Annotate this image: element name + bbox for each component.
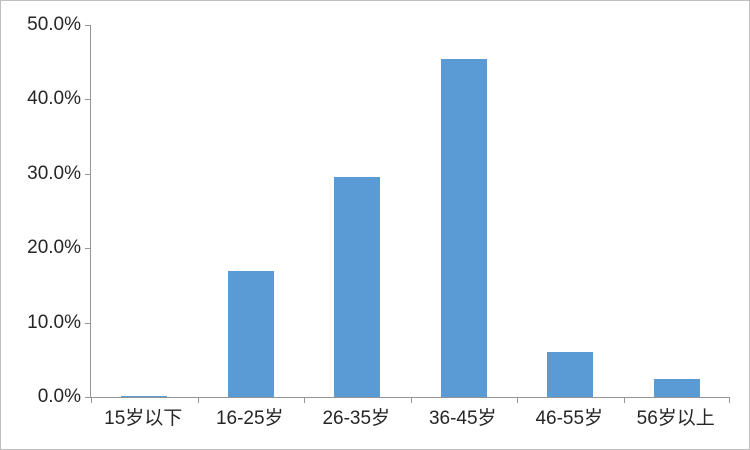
y-axis-tick [85, 397, 91, 398]
y-axis-label: 30.0% [27, 162, 81, 184]
x-axis-label: 26-35岁 [322, 408, 391, 429]
x-axis-tick [517, 397, 518, 403]
x-axis-label: 15岁以下 [104, 408, 183, 429]
x-axis-label: 16-25岁 [215, 408, 284, 429]
bar-15岁以下 [121, 395, 168, 397]
y-axis-label: 20.0% [27, 237, 81, 259]
x-axis-tick [729, 397, 730, 403]
y-axis-label: 40.0% [27, 88, 81, 110]
x-axis-label: 36-45岁 [428, 408, 497, 429]
bar-26-35岁 [334, 176, 381, 397]
y-axis-label: 0.0% [37, 386, 81, 407]
x-axis-label: 56岁以上 [636, 408, 715, 429]
y-axis-tick [85, 99, 91, 101]
x-axis-tick [304, 397, 305, 403]
y-axis-tick [85, 25, 91, 26]
x-axis-label: 46-55岁 [535, 408, 604, 429]
bar-16-25岁 [227, 271, 274, 397]
y-axis-tick [85, 248, 91, 250]
bar-36-45岁 [440, 59, 487, 397]
x-axis-tick [197, 397, 199, 403]
bar-46-55岁 [547, 351, 594, 397]
y-axis-label: 50.0% [27, 14, 81, 35]
x-axis-tick [410, 397, 412, 403]
bar-56岁以上 [653, 379, 700, 397]
x-axis-tick [623, 397, 625, 403]
plot-area [85, 25, 730, 403]
y-axis-label: 10.0% [27, 311, 81, 333]
x-axis-tick [91, 397, 92, 403]
y-axis-tick [85, 173, 91, 175]
y-axis-tick [85, 322, 91, 324]
